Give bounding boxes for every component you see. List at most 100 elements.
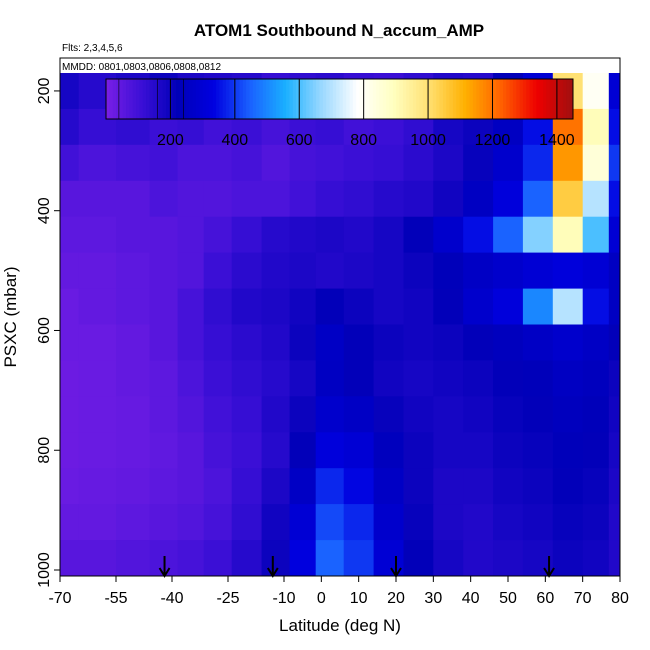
heatmap-cell: [552, 360, 584, 397]
heatmap-cell: [552, 288, 584, 325]
heatmap-cell: [552, 252, 584, 289]
heatmap-cell: [608, 396, 621, 433]
heatmap-cell: [261, 360, 291, 397]
heatmap-cell: [289, 324, 317, 361]
heatmap-cell: [433, 216, 464, 254]
colorbar-swatch: [349, 79, 354, 119]
heatmap-cell: [289, 540, 317, 577]
heatmap-cell: [231, 216, 263, 254]
heatmap-cell: [373, 180, 404, 218]
heatmap-cell: [177, 288, 205, 325]
heatmap-cell: [522, 468, 554, 505]
colorbar-swatch: [219, 79, 224, 119]
heatmap-cell: [149, 252, 179, 289]
colorbar-swatch: [512, 79, 517, 119]
heatmap-cell: [373, 396, 404, 433]
colorbar-swatch: [479, 79, 484, 119]
colorbar-swatch: [199, 79, 204, 119]
colorbar-swatch: [276, 79, 280, 119]
heatmap-cell: [116, 180, 151, 218]
colorbar-swatch: [526, 79, 531, 119]
heatmap-cell: [433, 252, 464, 289]
colorbar-swatch: [416, 79, 420, 119]
heatmap-cell: [315, 144, 345, 182]
colorbar-swatch: [569, 79, 574, 119]
heatmap-cell: [315, 432, 345, 469]
heatmap-cell: [289, 396, 317, 433]
heatmap-cell: [608, 540, 621, 577]
heatmap-cell: [373, 144, 404, 182]
colorbar-swatch: [559, 79, 564, 119]
heatmap-cell: [315, 360, 345, 397]
colorbar-swatch: [119, 79, 124, 119]
colorbar-swatch: [459, 79, 464, 119]
colorbar-swatch: [299, 79, 304, 119]
heatmap-cell: [203, 396, 233, 433]
heatmap-cell: [608, 108, 621, 146]
colorbar-tick-label: 1400: [539, 132, 575, 149]
heatmap-cell: [203, 432, 233, 469]
colorbar-swatch: [296, 79, 300, 119]
heatmap-cell: [116, 360, 151, 397]
chart-title: ATOM1 Southbound N_accum_AMP: [194, 21, 484, 40]
heatmap-cell: [582, 108, 610, 146]
heatmap-cell: [177, 540, 205, 577]
heatmap-cell: [582, 216, 610, 254]
heatmap-cell: [261, 288, 291, 325]
heatmap-cell: [463, 504, 494, 541]
heatmap-cell: [608, 324, 621, 361]
heatmap-cell: [608, 144, 621, 182]
heatmap-cell: [463, 252, 494, 289]
colorbar-swatch: [446, 79, 450, 119]
heatmap-cell: [433, 504, 464, 541]
colorbar-swatch: [176, 79, 180, 119]
y-tick-label: 200: [36, 77, 53, 104]
heatmap-cell: [78, 360, 117, 397]
heatmap-cell: [289, 504, 317, 541]
heatmap-cell: [78, 144, 117, 182]
heatmap-cell: [493, 180, 524, 218]
heatmap-cell: [582, 396, 610, 433]
heatmap-cell: [343, 540, 375, 577]
colorbar-swatch: [389, 79, 394, 119]
colorbar-swatch: [106, 79, 110, 119]
heatmap-cell: [60, 180, 80, 218]
heatmap-cell: [315, 504, 345, 541]
heatmap-cell: [78, 216, 117, 254]
heatmap-cell: [433, 396, 464, 433]
heatmap-cell: [116, 324, 151, 361]
heatmap-cell: [608, 180, 621, 218]
heatmap-cell: [582, 288, 610, 325]
heatmap-cell: [203, 360, 233, 397]
x-tick-label: 10: [350, 590, 368, 607]
colorbar-swatch: [316, 79, 320, 119]
heatmap-cell: [60, 432, 80, 469]
colorbar-swatch: [289, 79, 294, 119]
colorbar-swatch: [306, 79, 310, 119]
colorbar-swatch: [339, 79, 344, 119]
colorbar-frame: [105, 78, 574, 120]
heatmap-cell: [315, 540, 345, 577]
heatmap-cell: [261, 324, 291, 361]
heatmap-cell: [149, 324, 179, 361]
heatmap-cell: [60, 396, 80, 433]
heatmap-cell: [552, 540, 584, 577]
colorbar-swatch: [356, 79, 360, 119]
heatmap-cell: [343, 504, 375, 541]
heatmap-cell: [403, 216, 434, 254]
heatmap-cell: [433, 540, 464, 577]
heatmap-cell: [552, 324, 584, 361]
heatmap-cell: [433, 144, 464, 182]
heatmap-cell: [463, 288, 494, 325]
colorbar-swatch: [482, 79, 487, 119]
heatmap-cell: [493, 432, 524, 469]
colorbar-swatch: [229, 79, 234, 119]
heatmap-cell: [522, 324, 554, 361]
heatmap-cell: [60, 108, 80, 146]
heatmap-cell: [116, 468, 151, 505]
heatmap-cell: [493, 468, 524, 505]
x-tick-label: 50: [499, 590, 517, 607]
colorbar-swatch: [196, 79, 200, 119]
heatmap-cell: [60, 252, 80, 289]
heatmap-cell: [78, 252, 117, 289]
